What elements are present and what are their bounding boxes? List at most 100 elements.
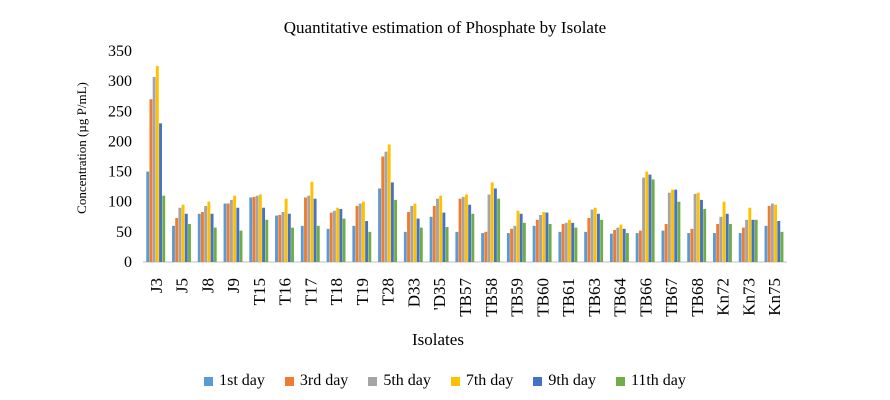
bar-tb67-3rd-day: [664, 224, 668, 262]
x-tick-label: T28: [379, 278, 398, 305]
legend-swatch: [204, 376, 214, 386]
bar-j5-1st-day: [172, 225, 175, 262]
legend-label: 11th day: [630, 372, 686, 389]
legend-item: 1st day: [204, 372, 265, 390]
bar-t17-5th-day: [307, 195, 311, 262]
bar-group-kn73: [738, 207, 758, 262]
bar-kn73-9th-day: [751, 219, 755, 262]
bar-group-tb67: [661, 189, 681, 262]
bar-t16-3rd-day: [278, 214, 282, 262]
bar-j8-7th-day: [207, 201, 211, 262]
bar-tb66-11th-day: [651, 179, 655, 262]
bar-tb59-3rd-day: [510, 228, 514, 262]
bar-t19-1st-day: [352, 225, 356, 262]
bar-j8-1st-day: [197, 213, 201, 262]
y-tick-labels: 0 50 100 150 200 250 300 350: [108, 43, 132, 271]
bar-d33-3rd-day: [407, 211, 410, 262]
bar-tb64-9th-day: [622, 228, 626, 262]
bar-tb67-9th-day: [674, 189, 678, 262]
bar-j9-9th-day: [236, 207, 240, 262]
bar-j5-9th-day: [184, 213, 188, 262]
bar-t15-5th-day: [255, 195, 259, 262]
bar-kn72-11th-day: [729, 224, 732, 262]
bar-group-tb64: [609, 224, 629, 262]
legend-swatch: [368, 376, 378, 386]
bar-j5-7th-day: [181, 204, 185, 262]
bar-kn73-1st-day: [738, 233, 742, 262]
x-tick-label: J3: [147, 278, 166, 293]
bar-group-tb58: [481, 182, 501, 262]
bar-t16-7th-day: [284, 198, 288, 262]
bar-d35-11th-day: [445, 227, 449, 262]
bar-tb63-11th-day: [600, 219, 604, 262]
x-tick-label: Kn75: [765, 278, 784, 316]
bar-group-j8: [197, 201, 217, 262]
bar-tb60-3rd-day: [535, 219, 539, 262]
bar-tb68-7th-day: [696, 192, 700, 262]
legend-label: 5th day: [383, 372, 431, 389]
bar-d33-9th-day: [416, 218, 420, 262]
bar-t19-5th-day: [358, 203, 362, 262]
bar-kn72-1st-day: [713, 233, 716, 262]
bar-t17-1st-day: [300, 225, 304, 262]
bar-t16-9th-day: [287, 213, 291, 262]
bar-t18-5th-day: [333, 210, 336, 262]
x-tick-label: 'D35: [430, 278, 449, 310]
bar-group-tb61: [558, 219, 578, 262]
bar-tb58-9th-day: [493, 188, 497, 262]
bar-group-t17: [300, 181, 320, 262]
bar-kn73-5th-day: [745, 219, 749, 262]
bar-d35-7th-day: [439, 195, 443, 262]
bar-kn75-11th-day: [780, 231, 784, 262]
bar-group-tb63: [584, 207, 604, 262]
bar-tb60-5th-day: [539, 214, 542, 262]
x-tick-label: J8: [198, 278, 217, 293]
legend-label: 7th day: [465, 372, 514, 389]
bar-tb64-5th-day: [616, 227, 620, 262]
bar-d35-1st-day: [429, 216, 433, 262]
bar-tb63-7th-day: [593, 207, 597, 262]
bar-kn72-7th-day: [722, 201, 726, 262]
y-tick-label: 200: [108, 133, 132, 150]
x-tick-label: TB67: [662, 278, 681, 317]
x-tick-label: T19: [353, 278, 372, 305]
y-tick-label: 300: [108, 73, 132, 90]
bar-t18-1st-day: [326, 228, 330, 262]
bar-tb59-7th-day: [516, 210, 520, 262]
bar-tb68-5th-day: [693, 193, 697, 262]
bar-group-t15: [249, 194, 269, 262]
legend-label: 3rd day: [299, 372, 349, 389]
bar-j9-1st-day: [223, 203, 227, 262]
bar-j3-3rd-day: [149, 99, 153, 262]
legend-item: 3rd day: [284, 372, 349, 390]
legend-item: 7th day: [450, 372, 514, 390]
bar-tb59-11th-day: [522, 222, 526, 262]
bar-t19-3rd-day: [355, 205, 359, 262]
bar-t18-7th-day: [336, 207, 340, 262]
bar-kn75-3rd-day: [767, 205, 771, 262]
bar-tb68-1st-day: [687, 233, 691, 262]
legend-label: 1st day: [219, 372, 265, 389]
bar-tb66-3rd-day: [638, 230, 642, 262]
y-tick-label: 350: [108, 43, 132, 60]
bar-t15-7th-day: [258, 194, 262, 262]
bar-tb67-11th-day: [677, 201, 681, 262]
bar-tb61-3rd-day: [561, 224, 565, 262]
y-axis-label: Concentration (µg P/mL): [74, 82, 89, 214]
bar-tb67-7th-day: [671, 189, 674, 262]
bar-t15-11th-day: [265, 219, 269, 262]
bar-tb57-5th-day: [461, 196, 465, 262]
bar-group-j3: [146, 66, 166, 263]
bar-tb66-9th-day: [648, 174, 652, 262]
bar-tb61-5th-day: [564, 222, 568, 262]
bar-tb63-9th-day: [597, 213, 600, 262]
chart-legend: 1st day 3rd day 5th day 7th day 9th day 11th …: [0, 372, 890, 390]
bar-t17-11th-day: [316, 225, 320, 262]
x-tick-label: TB57: [456, 278, 475, 317]
bar-j8-3rd-day: [201, 211, 204, 262]
bar-t28-7th-day: [387, 144, 391, 262]
bar-j8-5th-day: [204, 205, 208, 262]
x-tick-label: TB66: [636, 278, 655, 317]
bar-group-tb66: [635, 171, 655, 262]
bar-group-tb59: [506, 210, 526, 262]
